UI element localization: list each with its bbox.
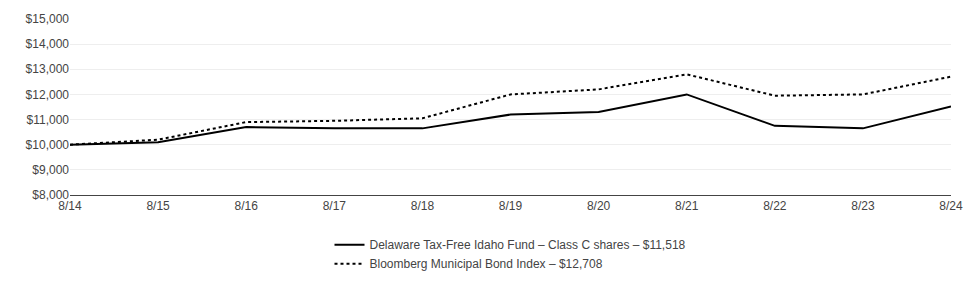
svg-text:8/19: 8/19 — [499, 199, 523, 213]
svg-text:8/17: 8/17 — [323, 199, 347, 213]
svg-text:Delaware Tax-Free Idaho Fund –: Delaware Tax-Free Idaho Fund – Class C s… — [370, 238, 686, 252]
svg-text:Bloomberg Municipal Bond Index: Bloomberg Municipal Bond Index – $12,708 — [370, 257, 603, 271]
svg-text:8/22: 8/22 — [763, 199, 787, 213]
svg-text:$13,000: $13,000 — [26, 62, 70, 76]
svg-text:8/20: 8/20 — [587, 199, 611, 213]
svg-text:8/18: 8/18 — [411, 199, 435, 213]
svg-text:$12,000: $12,000 — [26, 88, 70, 102]
svg-text:$10,000: $10,000 — [26, 138, 70, 152]
svg-text:8/24: 8/24 — [939, 199, 963, 213]
svg-text:8/16: 8/16 — [235, 199, 259, 213]
svg-text:8/14: 8/14 — [58, 199, 82, 213]
svg-text:$14,000: $14,000 — [26, 37, 70, 51]
svg-text:$8,000: $8,000 — [32, 188, 69, 202]
svg-text:$9,000: $9,000 — [32, 163, 69, 177]
svg-text:$11,000: $11,000 — [27, 113, 70, 127]
svg-text:8/15: 8/15 — [146, 199, 170, 213]
svg-text:8/23: 8/23 — [851, 199, 875, 213]
svg-text:$15,000: $15,000 — [26, 12, 70, 26]
svg-text:8/21: 8/21 — [675, 199, 699, 213]
